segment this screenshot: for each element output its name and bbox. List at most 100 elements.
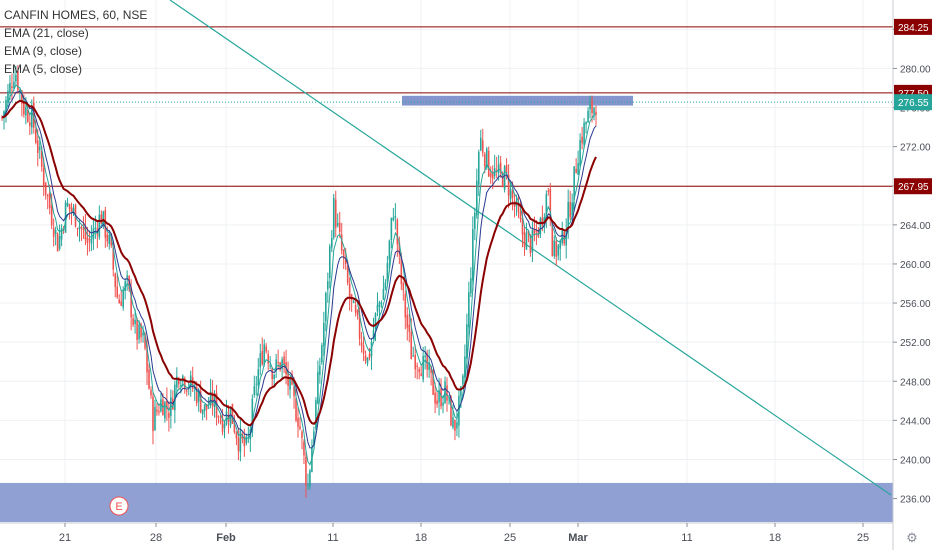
candle-body xyxy=(454,419,456,431)
candle-body xyxy=(84,226,87,240)
candle-body xyxy=(356,310,359,316)
candle-body xyxy=(40,150,43,167)
candle-body xyxy=(450,396,452,426)
candle-body xyxy=(144,333,146,349)
candle-body xyxy=(460,386,462,397)
candle-body xyxy=(15,74,17,82)
candle-body xyxy=(126,275,128,278)
candle-body xyxy=(166,400,168,409)
candle-body xyxy=(398,241,401,254)
candle-body xyxy=(315,400,317,429)
candle-body xyxy=(195,386,198,404)
candle-body xyxy=(313,431,315,444)
y-tick-label: 260.00 xyxy=(900,260,931,271)
candle-body xyxy=(50,205,53,226)
candle-body xyxy=(328,246,331,278)
candle-body xyxy=(110,234,113,246)
candle-body xyxy=(376,304,379,312)
candle-body xyxy=(146,345,148,373)
candle-body xyxy=(368,353,371,359)
candle-body xyxy=(476,180,478,216)
candle-body xyxy=(197,390,200,402)
candle-body xyxy=(406,314,409,328)
candle-body xyxy=(402,283,405,291)
candle-body xyxy=(267,353,270,364)
y-tick-label: 236.00 xyxy=(900,495,931,506)
candle-body xyxy=(307,484,309,486)
candle-body xyxy=(472,229,474,281)
y-tick-label: 244.00 xyxy=(900,416,931,427)
candle-body xyxy=(589,104,591,110)
candle-body xyxy=(52,228,55,237)
candle-body xyxy=(66,203,69,206)
candle-body xyxy=(88,239,91,241)
resistance-zone xyxy=(402,95,633,106)
y-tick-label: 248.00 xyxy=(900,377,931,388)
y-tick-label: 264.00 xyxy=(900,221,931,232)
candle-body xyxy=(317,371,319,404)
candle-body xyxy=(134,319,136,324)
candle-body xyxy=(426,353,428,370)
candle-body xyxy=(559,240,562,249)
candle-body xyxy=(549,188,552,221)
candle-body xyxy=(340,234,343,251)
candle-body xyxy=(348,283,351,298)
x-tick-label: 18 xyxy=(769,532,781,544)
candle-body xyxy=(346,265,349,284)
candle-body xyxy=(344,259,347,265)
candle-body xyxy=(178,378,180,385)
candle-body xyxy=(555,241,558,257)
candle-body xyxy=(116,286,119,298)
candle-body xyxy=(44,182,47,195)
candle-body xyxy=(130,287,132,318)
candle-body xyxy=(428,362,430,370)
candle-body xyxy=(372,330,375,338)
candle-body xyxy=(11,86,13,88)
candle-body xyxy=(529,235,532,254)
candle-body xyxy=(19,89,21,92)
candle-body xyxy=(557,245,560,256)
candle-body xyxy=(241,434,244,439)
candle-body xyxy=(297,417,299,427)
candle-body xyxy=(25,107,27,116)
candle-body xyxy=(354,304,357,313)
candle-body xyxy=(231,403,234,424)
candle-body xyxy=(295,398,297,421)
candle-body xyxy=(223,423,226,429)
x-tick-label: 11 xyxy=(681,532,692,544)
candle-body xyxy=(255,383,258,385)
candle-body xyxy=(48,192,51,208)
candle-body xyxy=(430,366,432,373)
candle-body xyxy=(108,234,111,244)
candle-body xyxy=(535,230,538,232)
candle-body xyxy=(360,342,363,346)
candle-body xyxy=(34,129,37,143)
candle-body xyxy=(477,151,480,185)
candle-body xyxy=(205,404,208,410)
candle-body xyxy=(358,314,361,339)
candle-body xyxy=(545,193,548,221)
candle-body xyxy=(68,203,71,210)
candle-body xyxy=(595,111,597,115)
candle-body xyxy=(78,226,81,230)
candle-body xyxy=(152,396,154,432)
candle-body xyxy=(168,412,170,418)
candle-body xyxy=(581,136,583,144)
candle-body xyxy=(56,233,59,252)
candle-body xyxy=(21,90,23,104)
candle-body xyxy=(277,362,279,364)
candle-body xyxy=(466,324,468,359)
candle-body xyxy=(523,232,526,248)
candle-body xyxy=(319,365,321,375)
candle-body xyxy=(229,407,232,426)
candle-body xyxy=(420,373,422,376)
candle-body xyxy=(565,231,568,246)
candle-body xyxy=(27,109,29,122)
candle-body xyxy=(76,228,79,230)
candle-body xyxy=(519,212,522,220)
candle-body xyxy=(104,210,107,238)
candle-body xyxy=(299,426,301,429)
candle-body xyxy=(491,173,494,179)
